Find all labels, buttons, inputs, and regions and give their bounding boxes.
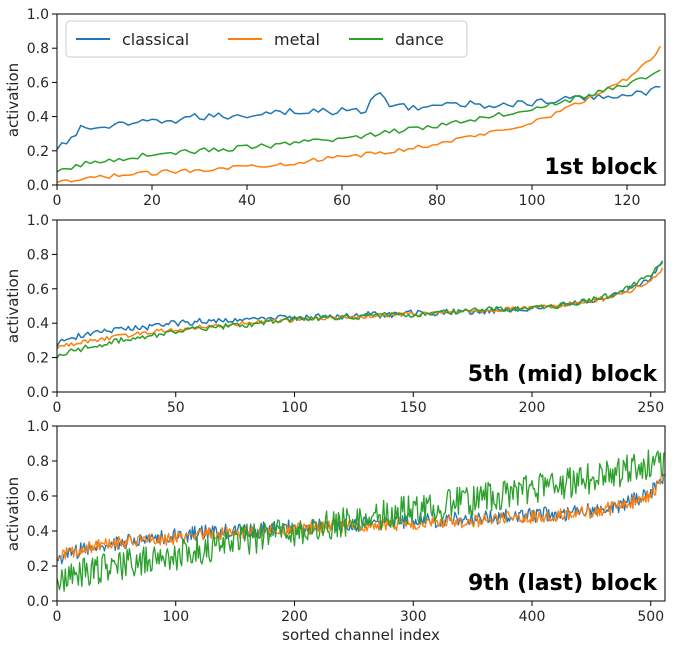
x-tick-label: 100 [519, 193, 546, 209]
y-tick-label: 0.6 [27, 75, 49, 91]
x-tick-label: 200 [281, 609, 308, 625]
x-tick-label: 60 [333, 193, 351, 209]
y-tick-label: 1.0 [27, 7, 49, 23]
panel-1: 0 20 40 60 80 100 120 0.0 0.2 0.4 0.6 0.8 1.0 activat… [4, 7, 666, 209]
legend: classical metal dance [65, 20, 468, 58]
x-tick-label: 120 [614, 193, 641, 209]
plot-frame [56, 13, 666, 186]
x-tick-label: 400 [519, 609, 546, 625]
plot-frame [56, 425, 666, 602]
y-tick-label: 1.0 [27, 213, 49, 229]
series-group [57, 449, 665, 592]
legend-label-dance: dance [395, 30, 444, 49]
y-tick-label: 0.8 [27, 454, 49, 470]
y-tick-label: 0.2 [27, 144, 49, 160]
legend-label-metal: metal [274, 30, 320, 49]
y-tick-label: 0.8 [27, 41, 49, 57]
x-tick-label: 250 [637, 400, 664, 416]
x-tick-label: 100 [162, 609, 189, 625]
y-tick-label: 0.6 [27, 282, 49, 298]
x-tick-label: 50 [167, 400, 185, 416]
x-tick-label: 0 [53, 193, 62, 209]
y-tick-label: 0.4 [27, 316, 49, 332]
series-line-dance [57, 449, 665, 592]
y-tick-label: 0.0 [27, 178, 49, 194]
y-tick-label: 0.0 [27, 594, 49, 610]
legend-box [65, 20, 468, 58]
plot-frame [56, 219, 666, 393]
x-tick-label: 40 [238, 193, 256, 209]
x-axis-label: sorted channel index [282, 626, 440, 644]
panel-title: 1st block [544, 155, 658, 180]
panel-title: 5th (mid) block [468, 362, 659, 387]
x-tick-label: 0 [53, 609, 62, 625]
y-tick-label: 0.2 [27, 351, 49, 367]
y-tick-label: 0.4 [27, 110, 49, 126]
series-group [57, 260, 664, 359]
panels: 0 20 40 60 80 100 120 0.0 0.2 0.4 0.6 0.8 1.0 activat… [4, 7, 666, 625]
panel-2: 0 50 100 150 200 250 0.0 0.2 0.4 0.6 0.8 1.0 activat… [4, 213, 666, 416]
x-tick-label: 80 [428, 193, 446, 209]
legend-label-classical: classical [122, 30, 189, 49]
x-tick-label: 150 [400, 400, 427, 416]
y-tick-label: 0.2 [27, 559, 49, 575]
series-line-metal [57, 45, 661, 184]
panel-title: 9th (last) block [468, 571, 658, 596]
series-line-dance [57, 261, 664, 359]
x-tick-label: 500 [637, 609, 664, 625]
x-tick-label: 100 [281, 400, 308, 416]
y-tick-label: 1.0 [27, 419, 49, 435]
series-line-dance [57, 69, 661, 173]
x-tick-label: 0 [53, 400, 62, 416]
y-tick-label: 0.0 [27, 385, 49, 401]
y-tick-label: 0.6 [27, 489, 49, 505]
x-tick-label: 20 [143, 193, 161, 209]
y-tick-label: 0.8 [27, 247, 49, 263]
y-axis-label: activation [4, 63, 22, 137]
x-tick-label: 300 [400, 609, 427, 625]
panel-3: 0 100 200 300 400 500 0.0 0.2 0.4 0.6 0.8 1.0 activa… [4, 419, 666, 625]
series-group [57, 45, 661, 184]
y-axis-label: activation [4, 269, 22, 343]
x-tick-label: 200 [519, 400, 546, 416]
y-tick-label: 0.4 [27, 524, 49, 540]
series-line-classical [57, 85, 661, 151]
series-line-metal [57, 474, 665, 560]
y-axis-label: activation [4, 477, 22, 551]
